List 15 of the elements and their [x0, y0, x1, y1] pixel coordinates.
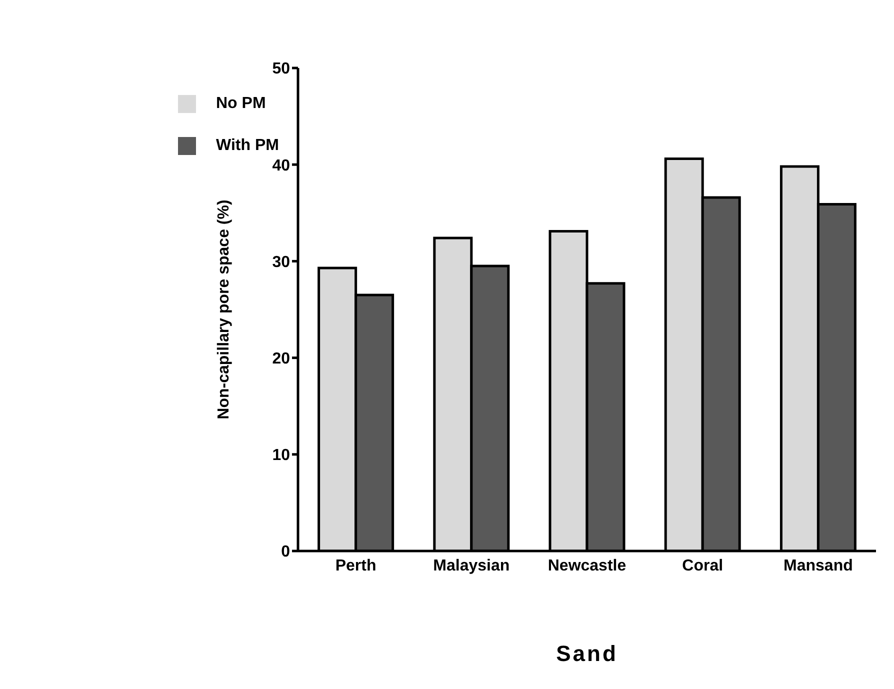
- y-tick-label: 30: [272, 254, 290, 271]
- x-tick-label: Malaysian: [433, 557, 510, 574]
- x-tick-label: Perth: [335, 557, 376, 574]
- legend-label: With PM: [216, 137, 279, 154]
- y-tick-label: 50: [272, 60, 290, 78]
- y-axis-title: Non-capillary pore space (%): [216, 200, 233, 420]
- y-tick-label: 10: [272, 447, 290, 464]
- y-tick-label: 20: [272, 350, 290, 368]
- x-axis-title: Sand: [556, 641, 618, 666]
- y-tick-label: 40: [272, 157, 290, 174]
- y-tick-label: 0: [281, 544, 290, 561]
- legend-label: No PM: [216, 95, 266, 112]
- x-tick-label: Mansand: [784, 557, 853, 574]
- x-tick-label: Newcastle: [548, 557, 626, 574]
- x-tick-label: Coral: [682, 557, 724, 574]
